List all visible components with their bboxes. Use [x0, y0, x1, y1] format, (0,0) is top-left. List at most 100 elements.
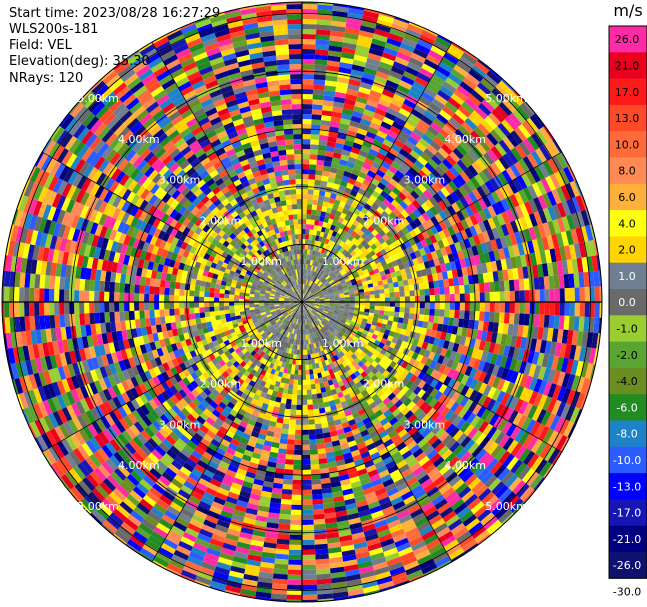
velocity-gate [321, 350, 326, 357]
velocity-gate [132, 531, 148, 544]
velocity-gate [274, 472, 284, 479]
velocity-gate [293, 379, 298, 385]
velocity-gate [212, 474, 224, 483]
velocity-gate [434, 309, 440, 317]
velocity-gate [233, 551, 249, 560]
velocity-gate [189, 313, 196, 320]
velocity-gate [343, 323, 350, 329]
velocity-gate [234, 294, 240, 299]
velocity-gate [214, 288, 220, 294]
velocity-gate [409, 444, 421, 455]
velocity-gate [396, 338, 403, 346]
velocity-gate [376, 426, 386, 435]
velocity-gate [340, 442, 350, 450]
velocity-gate [444, 452, 457, 464]
velocity-gate [310, 302, 315, 304]
velocity-gate [34, 288, 40, 302]
velocity-gate [385, 381, 394, 389]
velocity-gate [302, 574, 317, 580]
velocity-gate [442, 386, 452, 397]
velocity-gate [414, 516, 429, 528]
velocity-gate [487, 441, 499, 455]
velocity-gate [506, 439, 519, 454]
velocity-gate [449, 426, 460, 438]
velocity-gate [315, 563, 330, 570]
velocity-gate [435, 346, 443, 355]
velocity-gate [159, 316, 166, 325]
velocity-gate [357, 504, 370, 513]
velocity-gate [208, 460, 219, 470]
velocity-gate [254, 473, 265, 481]
velocity-gate [260, 556, 275, 564]
velocity-gate [322, 396, 329, 403]
velocity-gate [310, 343, 315, 349]
velocity-gate [366, 409, 375, 418]
velocity-gate [270, 593, 287, 600]
velocity-gate [561, 329, 569, 344]
velocity-gate [362, 315, 369, 320]
velocity-gate [353, 310, 360, 315]
velocity-gate [311, 316, 316, 322]
velocity-gate [299, 314, 301, 320]
velocity-gate [308, 323, 311, 329]
velocity-gate [408, 392, 417, 401]
velocity-gate [371, 434, 381, 443]
velocity-gate [292, 474, 302, 480]
velocity-gate [415, 549, 431, 561]
velocity-gate [306, 313, 310, 319]
velocity-gate [286, 444, 295, 450]
velocity-gate [190, 490, 203, 501]
velocity-gate [283, 383, 289, 389]
velocity-gate [266, 377, 273, 385]
velocity-gate [233, 450, 244, 459]
velocity-gate [447, 388, 457, 399]
velocity-gate [326, 537, 340, 544]
velocity-gate [444, 409, 455, 421]
velocity-gate [313, 408, 320, 415]
velocity-gate [84, 279, 91, 291]
velocity-gate [421, 341, 429, 350]
velocity-gate [276, 458, 286, 465]
velocity-gate [359, 570, 376, 579]
velocity-gate [374, 356, 382, 364]
velocity-gate [397, 382, 406, 391]
velocity-gate [169, 302, 175, 309]
velocity-gate [508, 410, 519, 424]
velocity-gate [374, 397, 383, 406]
velocity-gate [257, 576, 273, 584]
velocity-gate [179, 308, 185, 315]
velocity-gate [302, 569, 317, 575]
velocity-gate [335, 327, 341, 333]
velocity-gate [391, 321, 398, 328]
velocity-gate [387, 464, 399, 474]
velocity-gate [302, 304, 305, 310]
velocity-gate [234, 429, 244, 438]
velocity-gate [354, 416, 363, 424]
velocity-gate [332, 312, 339, 316]
velocity-gate [163, 538, 179, 550]
velocity-gate [313, 337, 318, 343]
velocity-gate [114, 311, 120, 322]
velocity-gate [294, 308, 298, 313]
velocity-gate [409, 344, 417, 352]
velocity-gate [580, 377, 590, 395]
velocity-gate [284, 342, 289, 348]
velocity-gate [238, 463, 249, 472]
velocity-gate [352, 411, 361, 419]
velocity-gate [489, 302, 495, 313]
velocity-gate [240, 588, 257, 597]
velocity-gate [380, 451, 391, 461]
velocity-gate [536, 409, 547, 424]
velocity-gate [174, 288, 180, 296]
velocity-gate [139, 293, 145, 302]
velocity-gate [360, 332, 367, 339]
velocity-gate [287, 439, 295, 445]
velocity-gate [309, 444, 318, 450]
velocity-gate [490, 444, 503, 459]
velocity-gate [570, 391, 581, 407]
velocity-gate [298, 314, 300, 320]
velocity-gate [279, 438, 288, 445]
velocity-gate [440, 331, 447, 341]
velocity-gate [265, 360, 272, 367]
velocity-gate [467, 497, 482, 511]
